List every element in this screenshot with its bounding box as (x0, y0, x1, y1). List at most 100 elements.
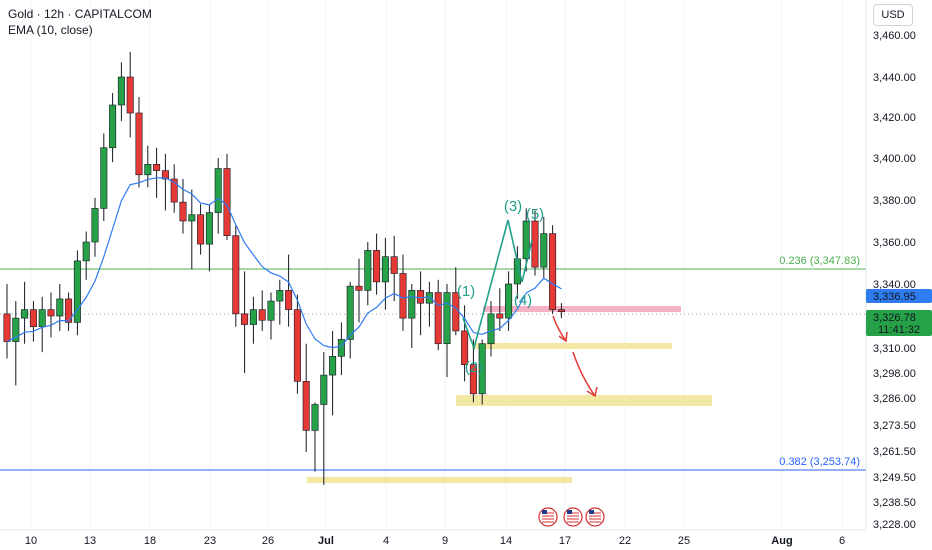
candle-body (302, 381, 310, 431)
candle-body (337, 339, 345, 357)
fib-label-0382: 0.382 (3,253.74) (779, 456, 860, 468)
candle (434, 279, 442, 351)
candle (56, 284, 64, 331)
candle-body (496, 313, 504, 319)
time-tick-label: 17 (559, 535, 571, 547)
economic-event-icons[interactable] (538, 507, 605, 527)
candle (179, 179, 187, 234)
event-flag-circle (538, 507, 558, 527)
target-zone-1 (472, 343, 672, 349)
candle (117, 62, 125, 122)
candle-body (232, 235, 240, 315)
candle-body (205, 212, 213, 245)
candle-body (364, 250, 372, 291)
candle-body (540, 233, 548, 268)
candle-body (531, 220, 539, 268)
event-flag-circle (585, 507, 605, 527)
candle (373, 233, 381, 295)
candle-body (91, 208, 99, 243)
candle (29, 301, 37, 342)
candlestick-series (3, 51, 565, 485)
candle-body (73, 260, 81, 323)
candle (47, 292, 55, 338)
ema-line (6, 177, 562, 349)
candle (302, 343, 310, 453)
price-axis[interactable]: 3,460.00 3,440.00 3,420.00 3,400.00 3,380.00… (865, 0, 916, 531)
candle (425, 281, 433, 327)
candle (170, 164, 178, 213)
candle-body (381, 256, 389, 283)
candle (3, 284, 11, 359)
time-tick-label: Aug (771, 535, 792, 547)
price-tick-label: 3,298.00 (873, 368, 916, 380)
candle (135, 97, 143, 188)
candle-body (109, 104, 117, 149)
indicator-title[interactable]: EMA (10, close) (8, 23, 93, 37)
price-tick-label: 3,420.00 (873, 112, 916, 124)
candle (285, 254, 293, 327)
candle (249, 296, 257, 344)
price-tick-label: 3,249.50 (873, 472, 916, 484)
time-tick-label: 25 (678, 535, 690, 547)
event-flag-canton (542, 510, 547, 514)
candle (443, 284, 451, 378)
price-tick-label: 3,460.00 (873, 30, 916, 42)
candle (214, 158, 222, 234)
target-zone-2 (456, 395, 712, 406)
price-tick-label: 3,340.00 (873, 279, 916, 291)
candle-body (65, 298, 73, 323)
candle-body (320, 374, 328, 405)
symbol-title[interactable]: Gold · 12h · CAPITALCOM (8, 7, 152, 21)
price-tag-value: 3,336.95 (873, 291, 916, 303)
candle-body (12, 317, 20, 342)
candle-body (408, 290, 416, 319)
time-tick-label: 9 (442, 535, 448, 547)
elliott-wave-drawing: (1) (2) (3) (4) (5) (457, 198, 544, 376)
wave-label-2: (2) (465, 359, 483, 376)
candle-body (47, 309, 55, 317)
event-flag-canton (589, 510, 594, 514)
candle-body (390, 256, 398, 274)
candle-body (100, 147, 108, 209)
candle-body (153, 164, 161, 171)
candle-body (241, 313, 249, 325)
candle (161, 153, 169, 211)
candle (487, 301, 495, 357)
price-tag-ema: 3,336.95 (866, 289, 932, 303)
candle-body (434, 292, 442, 345)
candle-body (38, 309, 46, 327)
chart-legend: Gold · 12h · CAPITALCOM EMA (10, close) (8, 6, 152, 38)
candle-body (311, 404, 319, 431)
price-tick-label: 3,286.00 (873, 393, 916, 405)
candle (355, 258, 363, 323)
fibonacci-levels: 0.236 (3,347.83) 0.382 (3,253.74) (0, 255, 866, 471)
time-tick-label: 18 (144, 535, 156, 547)
supply-demand-zones (307, 306, 712, 483)
projection-arrows (552, 315, 598, 398)
arrow-1 (552, 315, 567, 342)
currency-button[interactable]: USD (873, 4, 913, 26)
time-axis[interactable]: 10 13 18 23 26 Jul 4 9 14 17 22 25 Aug 6 (0, 529, 866, 547)
candle-body (522, 220, 530, 260)
candle (522, 208, 530, 272)
candle-body (258, 309, 266, 321)
time-tick-label: 13 (84, 535, 96, 547)
chart-gridlines (30, 0, 843, 530)
candle-body (346, 285, 354, 340)
ema-10-line (6, 177, 562, 349)
price-tick-label: 3,228.00 (873, 519, 916, 531)
event-flag-icon[interactable] (563, 507, 583, 527)
price-tick-label: 3,273.50 (873, 420, 916, 432)
candle-body (461, 330, 469, 365)
event-flag-icon[interactable] (538, 507, 558, 527)
candle (364, 242, 372, 306)
candle-body (126, 76, 134, 114)
candle (293, 294, 301, 394)
candle-body (56, 298, 64, 317)
candle-body (82, 241, 90, 262)
candle-body (223, 168, 231, 236)
candle-body (214, 168, 222, 213)
event-flag-icon[interactable] (585, 507, 605, 527)
